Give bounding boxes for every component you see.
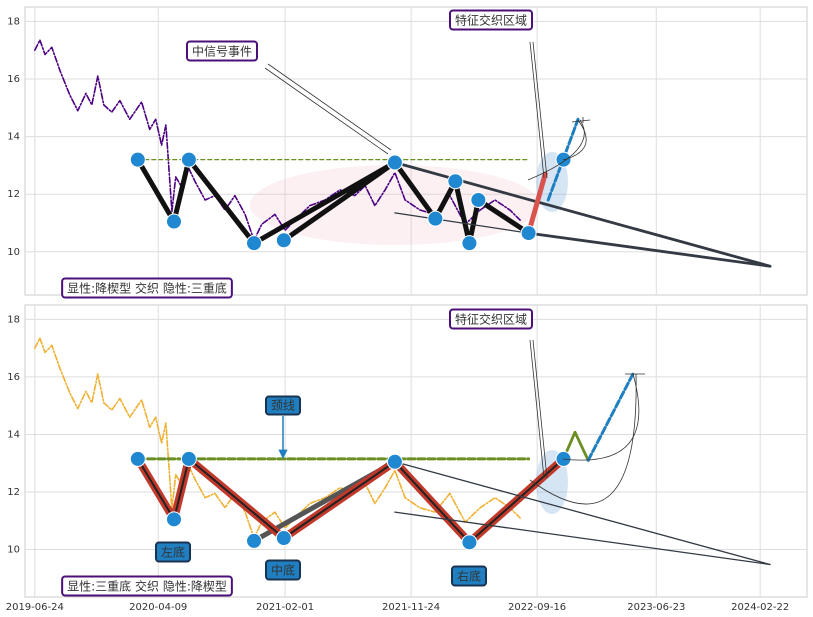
y-tick-label: 18: [7, 16, 20, 27]
annotation-text: 显性:三重底 交织 隐性:降楔型: [67, 579, 227, 594]
annotation-text: 中底: [271, 563, 295, 578]
y-tick-label: 10: [7, 247, 20, 258]
arc: [562, 119, 587, 161]
annotation-box: [61, 575, 233, 597]
annotation-text: 右底: [457, 569, 481, 584]
annotation-text: 颈线: [271, 399, 295, 413]
series-line: [527, 231, 772, 268]
x-tick-label: 2021-02-01: [256, 602, 314, 613]
pivot-marker: [129, 151, 146, 168]
annotation-text: 中信号事件: [192, 44, 252, 59]
callout-arrow: [529, 41, 548, 179]
x-tick-label: 2022-09-16: [508, 602, 566, 613]
callout-arrow: [529, 339, 548, 479]
annotation: 右底: [450, 565, 488, 587]
pivot-marker: [461, 534, 478, 551]
pivot-marker: [520, 225, 537, 242]
annotation: 显性:三重底 交织 隐性:降楔型: [61, 575, 233, 597]
pivot-marker: [275, 530, 292, 547]
y-tick-label: 12: [7, 189, 20, 200]
decorations: [264, 41, 645, 505]
annotation-text: 左底: [161, 545, 185, 560]
y-tick-label: 16: [7, 372, 20, 383]
y-tick-label: 18: [7, 314, 20, 325]
annotation-text: 显性:降楔型 交织 隐性:三重底: [67, 281, 227, 296]
pivot-marker: [165, 511, 182, 528]
pivot-marker: [386, 453, 403, 470]
x-tick-label: 2024-02-22: [731, 602, 789, 613]
pivot-marker: [461, 235, 478, 252]
pivot-marker: [275, 232, 292, 249]
series-line: [526, 171, 548, 236]
arc: [529, 373, 637, 505]
x-tick-label: 2019-06-24: [6, 602, 64, 613]
annotation: 显性:降楔型 交织 隐性:三重底: [61, 277, 233, 299]
neckline-arrowhead: [278, 449, 288, 459]
pivot-marker: [180, 450, 197, 467]
y-tick-label: 10: [7, 545, 20, 556]
annotation-text: 特征交织区域: [455, 13, 527, 28]
x-tick-label: 2021-11-24: [382, 602, 440, 613]
y-tick-label: 16: [7, 74, 20, 85]
annotation-box: [61, 277, 233, 299]
annotation-box: [450, 565, 488, 587]
pivot-marker: [246, 532, 263, 549]
annotation: 颈线: [264, 395, 302, 416]
pivot-marker: [165, 213, 182, 230]
annotation: 特征交织区域: [448, 9, 534, 31]
annotation: 中底: [264, 559, 302, 581]
pivot-marker: [427, 210, 444, 227]
series-line: [394, 461, 771, 566]
arc: [562, 373, 640, 461]
y-tick-label: 14: [7, 429, 20, 440]
annotation-box: [264, 395, 302, 416]
pivot-marker: [470, 191, 487, 208]
series-line: [562, 430, 590, 462]
panel-top: [24, 6, 808, 296]
annotation-box: [185, 40, 259, 62]
pivot-marker: [129, 450, 146, 467]
annotation: 左底: [154, 541, 192, 563]
annotation-box: [264, 559, 302, 581]
arc: [527, 119, 585, 181]
series-line: [394, 212, 530, 234]
series-line: [34, 337, 521, 539]
series-line: [586, 372, 635, 462]
annotation: 中信号事件: [185, 40, 259, 62]
pivot-marker: [246, 235, 263, 252]
annotation-box: [448, 308, 534, 330]
x-tick-label: 2023-06-23: [627, 602, 685, 613]
pivot-marker: [180, 151, 197, 168]
annotation-box: [448, 9, 534, 31]
series-line: [394, 511, 771, 566]
pivot-marker: [447, 173, 464, 190]
bracket: [571, 117, 591, 123]
pivot-marker: [386, 154, 403, 171]
y-tick-label: 14: [7, 132, 20, 143]
callout-arrow: [264, 63, 392, 155]
x-tick-label: 2020-04-09: [129, 602, 187, 613]
y-tick-label: 12: [7, 487, 20, 498]
annotation: 特征交织区域: [448, 308, 534, 330]
annotation-box: [154, 541, 192, 563]
annotation-text: 特征交织区域: [455, 312, 527, 327]
